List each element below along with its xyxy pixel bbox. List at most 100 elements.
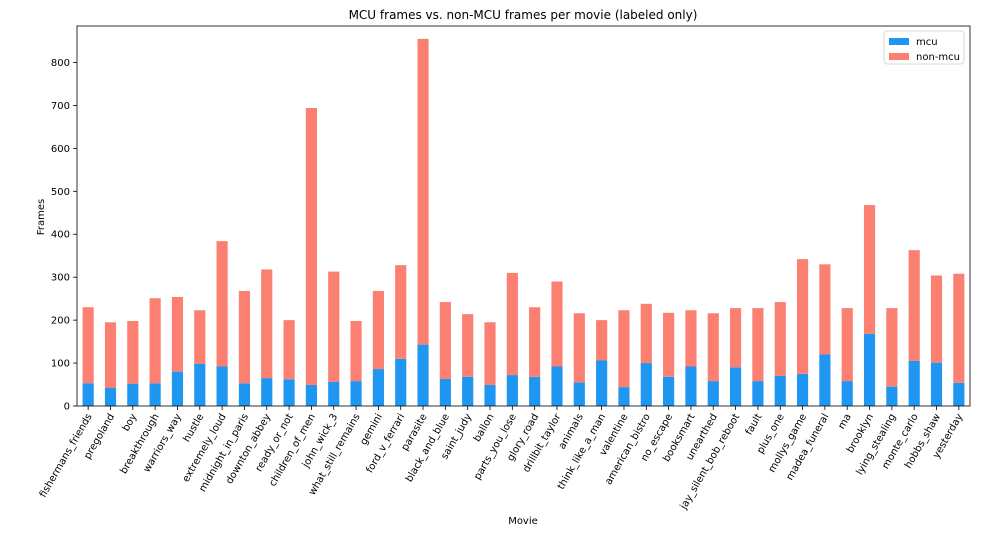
legend-swatch-non-mcu: [889, 53, 909, 60]
bar-non-mcu-saint_judy: [462, 314, 474, 377]
series-mcu: [82, 333, 965, 406]
y-tick-label: 300: [51, 273, 70, 284]
y-tick-label: 800: [51, 58, 70, 69]
x-tick-label: fault: [744, 412, 765, 437]
bar-non-mcu-think_like_a_man: [596, 320, 608, 361]
bar-mcu-monte_carlo: [908, 360, 920, 406]
bar-mcu-drillbit_taylor: [551, 366, 563, 406]
bar-mcu-black_and_blue: [439, 378, 451, 406]
bar-non-mcu-downton_abbey: [261, 269, 273, 379]
bar-non-mcu-animals: [573, 313, 585, 383]
bar-non-mcu-jay_silent_bob_reboot: [730, 308, 742, 368]
bar-mcu-john_wick_3: [328, 381, 340, 406]
bar-mcu-downton_abbey: [261, 378, 273, 406]
bar-non-mcu-parasite: [417, 38, 429, 345]
bar-mcu-ballon: [484, 384, 496, 406]
bar-non-mcu-hobbs_shaw: [930, 275, 943, 363]
bar-mcu-lying_stealing: [886, 386, 898, 406]
y-axis-label: Frames: [36, 199, 47, 235]
legend-swatch-mcu: [889, 38, 909, 45]
bar-mcu-brooklyn: [863, 333, 876, 406]
y-tick-label: 100: [51, 359, 70, 370]
bar-mcu-ford_v_ferrari: [395, 358, 407, 406]
bar-non-mcu-unearthed: [707, 313, 719, 382]
bar-mcu-boy: [127, 383, 139, 406]
bar-non-mcu-yesterday: [953, 273, 965, 383]
bar-non-mcu-ready_or_not: [283, 320, 295, 380]
y-tick-label: 700: [51, 101, 70, 112]
bar-non-mcu-parts_you_lose: [506, 272, 518, 376]
bar-mcu-yesterday: [953, 382, 965, 406]
bar-non-mcu-gemini: [372, 290, 384, 370]
bar-mcu-booksmart: [685, 366, 697, 406]
bar-non-mcu-ballon: [484, 322, 496, 385]
bar-mcu-midnight_in_paris: [238, 383, 251, 406]
bar-mcu-valentine: [618, 387, 630, 406]
bar-non-mcu-warriors_way: [171, 296, 184, 372]
bar-non-mcu-glory_road: [529, 307, 541, 377]
legend-label-mcu: mcu: [916, 37, 938, 48]
bar-mcu-mollys_game: [796, 373, 809, 406]
bar-mcu-ready_or_not: [283, 379, 295, 406]
bar-mcu-what_still_remains: [350, 381, 362, 406]
bar-non-mcu-drillbit_taylor: [551, 281, 563, 367]
legend-label-non-mcu: non-mcu: [916, 52, 960, 63]
bar-non-mcu-fault: [752, 308, 764, 382]
bar-mcu-think_like_a_man: [596, 360, 608, 406]
y-tick-label: 400: [51, 230, 70, 241]
bar-non-mcu-mollys_game: [796, 259, 809, 374]
bar-mcu-animals: [573, 382, 585, 406]
bar-non-mcu-children_of_men: [305, 108, 317, 385]
bars: [82, 38, 965, 406]
bar-non-mcu-pregoland: [104, 322, 117, 388]
bar-non-mcu-ma: [841, 308, 853, 382]
bar-mcu-extremely_loud: [216, 366, 228, 406]
series-non-mcu: [82, 38, 965, 388]
bar-non-mcu-lying_stealing: [886, 308, 898, 387]
bar-non-mcu-john_wick_3: [328, 271, 340, 382]
bar-non-mcu-ford_v_ferrari: [395, 265, 407, 359]
bar-mcu-saint_judy: [462, 376, 474, 406]
bar-mcu-american_bistro: [640, 363, 652, 406]
bar-non-mcu-american_bistro: [640, 303, 652, 364]
bar-mcu-breakthrough: [149, 383, 161, 406]
y-tick-label: 600: [51, 144, 70, 155]
bar-non-mcu-plus_one: [774, 302, 786, 376]
y-tick-label: 500: [51, 187, 70, 198]
bar-non-mcu-breakthrough: [149, 298, 161, 384]
bar-mcu-plus_one: [774, 375, 786, 406]
bar-mcu-glory_road: [529, 376, 541, 406]
bar-mcu-fishermans_friends: [82, 383, 94, 406]
legend: mcu non-mcu: [883, 30, 965, 65]
bar-mcu-children_of_men: [305, 384, 317, 406]
bar-non-mcu-midnight_in_paris: [238, 290, 251, 384]
bar-non-mcu-no_escape: [663, 312, 675, 377]
y-tick-label: 0: [64, 402, 70, 413]
x-tick-label: ma: [836, 412, 853, 431]
bar-mcu-hustle: [194, 363, 206, 406]
bar-mcu-jay_silent_bob_reboot: [730, 367, 742, 406]
bar-mcu-madea_funeral: [819, 354, 831, 406]
bar-non-mcu-extremely_loud: [216, 241, 228, 367]
bar-mcu-gemini: [372, 369, 384, 406]
bar-mcu-parasite: [417, 344, 429, 406]
bar-mcu-unearthed: [707, 381, 719, 406]
bar-mcu-pregoland: [104, 387, 117, 406]
bar-non-mcu-madea_funeral: [819, 264, 831, 355]
bar-mcu-no_escape: [663, 376, 675, 406]
bar-non-mcu-brooklyn: [863, 205, 876, 334]
bar-non-mcu-boy: [127, 320, 139, 384]
bar-non-mcu-valentine: [618, 310, 630, 388]
bar-non-mcu-monte_carlo: [908, 250, 920, 361]
y-tick-label: 200: [51, 316, 70, 327]
bar-mcu-warriors_way: [171, 371, 184, 406]
plot-frame: [76, 25, 971, 407]
bar-non-mcu-booksmart: [685, 310, 697, 367]
bar-non-mcu-what_still_remains: [350, 320, 362, 382]
x-axis-label: Movie: [508, 516, 538, 527]
chart-title: MCU frames vs. non-MCU frames per movie …: [349, 8, 698, 22]
bar-mcu-hobbs_shaw: [930, 362, 943, 406]
bar-mcu-parts_you_lose: [506, 375, 518, 406]
bar-mcu-fault: [752, 381, 764, 406]
